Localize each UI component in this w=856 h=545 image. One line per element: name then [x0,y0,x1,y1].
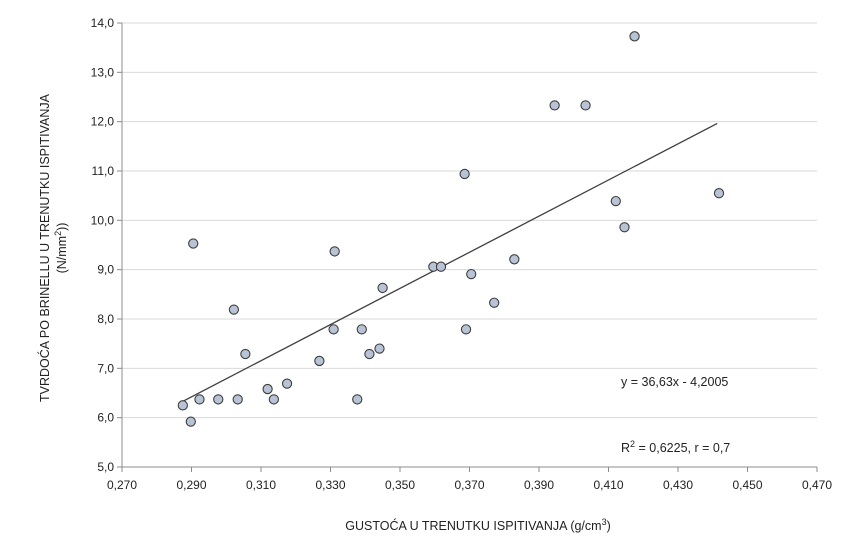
data-point [262,383,273,395]
tick-labels: 5,0 6,0 7,0 8,0 9,0 10,0 11,0 12,0 13,0 14,0 0,270… [91,16,833,492]
data-point [281,378,293,389]
data-point [185,416,196,427]
x-tick-label: 0,270 [107,478,137,492]
data-point [629,31,640,42]
data-point [240,348,251,360]
x-tick-label: 0,390 [524,478,554,492]
data-point [364,348,375,360]
x-tick-label: 0,350 [385,478,415,492]
trendline-group [179,122,718,404]
data-point [489,297,500,308]
data-point [435,261,447,272]
data-point [329,246,340,257]
data-point [328,324,339,335]
x-tick-label: 0,470 [802,478,832,492]
y-axis-title-line2: (N/mm2)) [53,223,69,274]
data-point [356,324,367,335]
y-tick-label: 11,0 [92,164,115,178]
y-tick-label: 10,0 [91,213,115,227]
x-tick-label: 0,310 [246,478,276,492]
x-tick-label: 0,410 [593,478,623,492]
y-tick-label: 13,0 [91,65,115,79]
data-point [466,268,477,280]
data-point [194,394,205,405]
y-tick-label: 9,0 [97,263,114,277]
data-point [713,188,725,199]
trendline-equation: y = 36,63x - 4,2005 [621,375,728,389]
y-tick-label: 6,0 [97,411,114,425]
data-point [580,100,591,111]
gridlines [122,22,817,419]
data-points [177,31,725,427]
data-point [509,254,520,265]
data-point [232,394,243,405]
y-axis-title-line1: TVRDOĆA PO BRINELLU U TRENUTKU ISPITIVAN… [37,93,52,402]
x-axis-title: GUSTOĆA U TRENUTKU ISPITIVANJA (g/cm3) [345,517,611,533]
data-point [228,304,240,315]
y-tick-label: 7,0 [97,361,114,375]
data-point [549,100,560,111]
y-tick-label: 8,0 [97,312,114,326]
data-point [213,394,224,405]
x-tick-label: 0,290 [176,478,206,492]
x-tick-label: 0,370 [454,478,484,492]
data-point [188,238,199,249]
data-point [352,394,363,405]
y-tick-label: 14,0 [91,16,115,30]
data-point [268,394,280,405]
data-point [460,324,472,335]
x-tick-label: 0,430 [663,478,693,492]
data-point [314,355,325,367]
axes [117,22,818,472]
data-point [619,222,630,233]
y-tick-label: 5,0 [97,460,114,474]
x-tick-label: 0,330 [315,478,345,492]
data-point [374,343,385,354]
x-tick-label: 0,450 [732,478,762,492]
data-point [459,168,470,180]
trendline [179,122,718,404]
r-squared-annotation: R2 = 0,6225, r = 0,7 [621,439,730,455]
y-tick-label: 12,0 [91,115,115,129]
data-point [177,400,188,411]
data-point [610,195,621,207]
data-point [377,282,388,294]
